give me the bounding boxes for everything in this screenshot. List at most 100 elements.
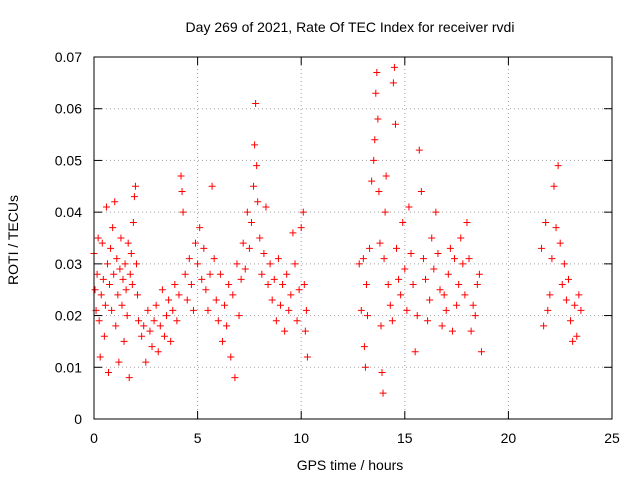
data-point: [185, 255, 193, 263]
axis-ticks: [93, 56, 613, 420]
x-tick-label: 0: [90, 430, 98, 446]
data-point: [251, 141, 259, 149]
data-point: [386, 301, 394, 309]
data-point: [126, 270, 134, 278]
data-point: [388, 317, 396, 325]
data-point: [112, 322, 120, 330]
data-point: [169, 306, 177, 314]
data-point: [295, 286, 303, 294]
data-point: [556, 239, 564, 247]
data-point: [428, 234, 436, 242]
data-point: [542, 218, 550, 226]
data-point: [457, 234, 465, 242]
data-point: [163, 312, 171, 320]
data-point: [380, 255, 388, 263]
data-point: [171, 281, 179, 289]
data-point: [268, 296, 276, 304]
data-point: [102, 203, 110, 211]
data-point: [256, 234, 264, 242]
data-point: [101, 301, 109, 309]
y-tick-label: 0.05: [55, 152, 82, 168]
data-point: [359, 255, 367, 263]
data-point: [202, 286, 210, 294]
data-point: [189, 306, 197, 314]
data-point: [285, 306, 293, 314]
data-point: [361, 363, 369, 371]
data-point: [475, 270, 483, 278]
data-point: [148, 343, 156, 351]
data-point: [118, 301, 126, 309]
data-point: [135, 317, 143, 325]
data-point: [276, 301, 284, 309]
data-point: [233, 260, 241, 268]
data-point: [411, 348, 419, 356]
data-point: [113, 255, 121, 263]
data-point: [131, 182, 139, 190]
data-point: [453, 301, 461, 309]
data-point: [216, 270, 224, 278]
data-point: [115, 358, 123, 366]
data-point: [120, 337, 128, 345]
data-point: [403, 306, 411, 314]
data-point: [254, 198, 262, 206]
data-point: [99, 275, 107, 283]
data-point: [229, 291, 237, 299]
data-point: [405, 203, 413, 211]
grid-lines: [94, 57, 612, 419]
data-point: [252, 100, 260, 108]
data-point: [397, 291, 405, 299]
data-point: [415, 146, 423, 154]
y-tick-label: 0.01: [55, 359, 82, 375]
data-point: [225, 281, 233, 289]
data-point: [399, 218, 407, 226]
data-point: [192, 239, 200, 247]
data-point: [379, 389, 387, 397]
data-point: [409, 281, 417, 289]
data-point: [253, 162, 261, 170]
data-point: [384, 281, 392, 289]
data-point: [389, 79, 397, 87]
data-point: [173, 317, 181, 325]
data-point: [132, 260, 140, 268]
data-point: [270, 275, 278, 283]
data-point: [106, 281, 114, 289]
data-point: [393, 244, 401, 252]
data-point: [223, 322, 231, 330]
data-point: [432, 208, 440, 216]
data-point: [152, 301, 160, 309]
data-point: [98, 239, 106, 247]
data-point: [446, 244, 454, 252]
data-point: [442, 306, 450, 314]
data-point: [297, 224, 305, 232]
data-point: [419, 255, 427, 263]
data-point: [417, 187, 425, 195]
data-point: [473, 281, 481, 289]
data-point: [258, 270, 266, 278]
data-point: [283, 270, 291, 278]
data-point: [178, 187, 186, 195]
data-point: [438, 322, 446, 330]
data-point: [381, 208, 389, 216]
y-tick-label: 0.06: [55, 101, 82, 117]
data-point: [160, 332, 168, 340]
y-tick-label: 0.02: [55, 308, 82, 324]
data-point: [463, 218, 471, 226]
data-point: [538, 244, 546, 252]
data-point: [401, 265, 409, 273]
data-point: [266, 260, 274, 268]
data-point: [552, 224, 560, 232]
data-point: [357, 306, 365, 314]
data-point: [390, 63, 398, 71]
data-point: [407, 250, 415, 258]
data-point: [100, 332, 108, 340]
data-point: [471, 312, 479, 320]
data-point: [368, 177, 376, 185]
data-point: [289, 229, 297, 237]
plot-frame: [93, 56, 613, 420]
data-point: [562, 296, 570, 304]
data-point: [116, 265, 124, 273]
data-point: [158, 286, 166, 294]
data-point: [123, 312, 131, 320]
